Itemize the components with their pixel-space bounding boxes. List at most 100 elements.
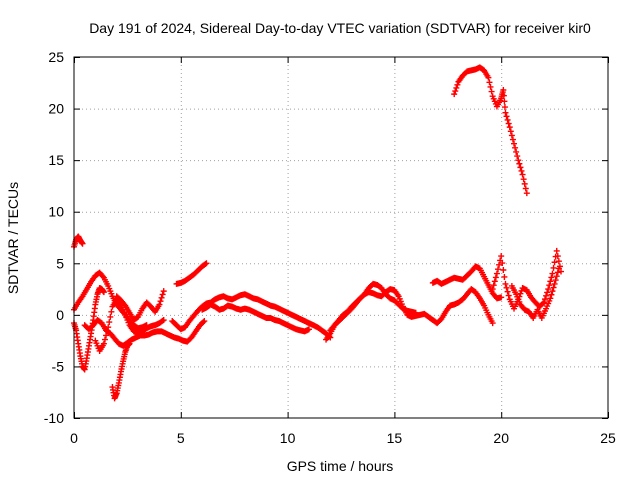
data-point — [539, 300, 546, 307]
data-point — [549, 270, 556, 277]
series-arc-b — [71, 285, 107, 373]
series-arc-k — [327, 280, 419, 334]
data-point — [453, 84, 460, 91]
axis-ticks — [74, 57, 609, 419]
data-point — [552, 277, 559, 284]
data-point — [504, 288, 511, 295]
data-point — [202, 261, 209, 268]
data-point — [494, 266, 501, 273]
data-point — [493, 270, 500, 277]
data-point — [544, 289, 551, 296]
data-point — [500, 87, 507, 94]
data-point — [553, 273, 560, 280]
data-point — [121, 301, 128, 308]
data-point — [522, 185, 529, 192]
data-point — [201, 318, 208, 325]
data-point — [500, 266, 507, 273]
series-arc-d — [92, 296, 167, 354]
data-point — [517, 164, 524, 171]
data-point — [503, 284, 510, 291]
data-point — [502, 280, 509, 287]
data-point — [100, 340, 107, 347]
data-point — [508, 132, 515, 139]
data-point — [105, 324, 112, 331]
data-point — [554, 253, 561, 260]
chart-title: Day 191 of 2024, Sidereal Day-to-day VTE… — [89, 20, 591, 36]
plot-frame — [73, 56, 609, 419]
data-point — [554, 269, 561, 276]
y-tick-labels: -10 -5 0 5 10 15 20 25 — [44, 49, 64, 426]
data-point — [550, 284, 557, 291]
data-point — [551, 280, 558, 287]
data-point — [545, 286, 552, 293]
data-point — [485, 74, 492, 81]
data-point — [509, 136, 516, 143]
data-point — [512, 144, 519, 151]
data-point — [486, 79, 493, 86]
y-tick-label: -10 — [44, 410, 64, 426]
data-point — [498, 253, 505, 260]
data-point — [549, 288, 556, 295]
data-point — [158, 294, 165, 301]
x-axis-label: GPS time / hours — [287, 458, 394, 474]
series-arc-f — [113, 288, 167, 324]
data-point — [521, 180, 528, 187]
data-point — [492, 274, 499, 281]
data-point — [501, 104, 508, 111]
data-point — [543, 292, 550, 299]
x-tick-label: 20 — [493, 430, 509, 446]
series-arc-e — [109, 340, 133, 402]
data-point — [496, 261, 503, 268]
data-point — [305, 326, 312, 333]
data-point — [553, 247, 560, 254]
data-point — [126, 340, 133, 347]
data-point — [558, 268, 565, 275]
data-point — [100, 289, 107, 296]
data-point — [157, 298, 164, 305]
y-tick-label: 25 — [48, 49, 64, 65]
data-point — [548, 274, 555, 281]
data-point — [547, 295, 554, 302]
data-point — [499, 260, 506, 267]
y-tick-label: 10 — [48, 204, 64, 220]
data-point — [454, 81, 461, 88]
data-point — [507, 128, 514, 135]
data-point — [516, 160, 523, 167]
data-point — [505, 120, 512, 127]
series-arc-c — [81, 317, 208, 349]
y-tick-label: 5 — [56, 255, 64, 271]
data-point — [501, 273, 508, 280]
data-point — [511, 140, 518, 147]
data-point — [103, 332, 110, 339]
data-point — [107, 313, 114, 320]
series-arc-n — [508, 265, 562, 321]
data-point — [104, 328, 111, 335]
data-point — [548, 291, 555, 298]
data-point — [412, 309, 419, 316]
data-point — [490, 282, 497, 289]
data-point — [523, 190, 530, 197]
data-point — [520, 176, 527, 183]
y-tick-label: 0 — [56, 307, 64, 323]
x-tick-label: 15 — [387, 430, 403, 446]
series-arc-i — [199, 301, 312, 335]
data-point — [489, 286, 496, 293]
data-point — [504, 116, 511, 123]
series-arc-l — [429, 263, 505, 302]
grid-lines — [74, 57, 608, 418]
data-point — [514, 153, 521, 160]
data-point — [502, 109, 509, 116]
data-point — [547, 278, 554, 285]
x-tick-label: 25 — [600, 430, 616, 446]
data-point — [159, 291, 166, 298]
data-point — [513, 148, 520, 155]
data-point — [540, 299, 547, 306]
x-tick-label: 0 — [70, 430, 78, 446]
data-point — [101, 336, 108, 343]
data-point — [200, 319, 207, 326]
data-point — [488, 88, 495, 95]
data-point — [555, 265, 562, 272]
series-arc-g — [173, 260, 210, 287]
